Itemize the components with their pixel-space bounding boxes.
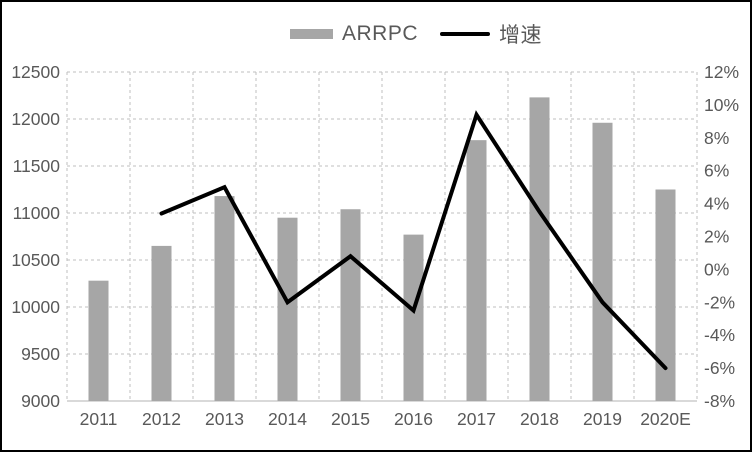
x-axis-label: 2018 [520,409,559,429]
right-axis-tick: -2% [704,292,735,312]
x-axis-label: 2016 [394,409,433,429]
left-axis-tick: 9000 [21,391,60,411]
right-axis-tick: 6% [704,161,729,181]
x-axis-label: 2019 [583,409,622,429]
x-axis-label: 2011 [80,409,118,429]
bar-2013 [214,196,235,401]
x-axis-label: 2012 [142,409,181,429]
left-axis-tick: 12500 [11,62,60,82]
right-axis-tick: 8% [704,128,729,148]
x-axis-label: 2020E [640,409,691,429]
right-axis-tick: 2% [704,227,729,247]
left-axis-tick: 12000 [11,109,60,129]
x-axis-label: 2015 [331,409,370,429]
right-axis-tick: -6% [704,358,735,378]
right-axis-tick: 10% [704,95,739,115]
left-axis-tick: 11500 [13,156,61,176]
bar-2019 [592,122,613,401]
right-axis-tick: 4% [704,194,729,214]
left-axis-tick: 11000 [13,203,61,223]
bar-2017 [466,140,487,401]
left-axis-tick: 9500 [21,344,60,364]
bar-2011 [88,280,109,401]
bar-2018 [529,97,550,401]
bar-2012 [151,245,172,401]
bar-2014 [277,217,298,401]
right-axis-tick: -8% [704,391,735,411]
growth-line [159,110,668,371]
bar-2015 [340,209,361,401]
left-axis-tick: 10000 [11,297,60,317]
x-axis-label: 2017 [457,409,496,429]
right-axis-tick: -4% [704,325,735,345]
left-axis-tick: 10500 [11,250,60,270]
bar-2016 [403,234,424,401]
right-axis-tick: 12% [704,62,739,82]
bar-2020E [655,189,676,401]
x-axis-label: 2013 [205,409,244,429]
right-axis-tick: 0% [704,259,729,279]
x-axis-label: 2014 [268,409,307,429]
